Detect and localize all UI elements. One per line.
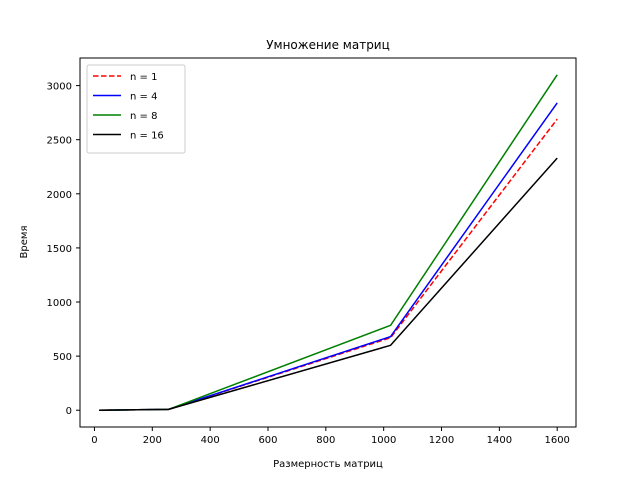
legend-label: n = 16 (130, 131, 164, 142)
y-tick-label: 2000 (47, 190, 72, 201)
legend-frame (86, 64, 186, 154)
x-tick-label: 800 (316, 435, 335, 446)
y-axis-label: Время (19, 226, 30, 259)
chart-title: Умножение матриц (266, 38, 390, 52)
y-tick-label: 1500 (47, 244, 72, 255)
x-axis-label: Размерность матриц (273, 459, 383, 470)
series-line-4 (99, 157, 558, 411)
legend-label: n = 8 (130, 111, 157, 122)
x-tick-label: 200 (143, 435, 162, 446)
x-tick-label: 1400 (487, 435, 512, 446)
y-tick-label: 2500 (47, 136, 72, 147)
ticks-layer: 0 200 400 600 800 1000 1200 1400 1600 0 500 1000 150… (47, 82, 570, 446)
legend-label: n = 1 (130, 72, 157, 83)
y-tick-label: 500 (53, 352, 72, 363)
x-tick-label: 600 (258, 435, 277, 446)
y-tick-label: 0 (66, 406, 72, 417)
x-tick-label: 1200 (429, 435, 454, 446)
x-tick-label: 1000 (371, 435, 396, 446)
plot-frame (79, 57, 577, 428)
legend: n = 1 n = 4 n = 8 n = 16 (86, 64, 186, 154)
x-tick-label: 400 (201, 435, 220, 446)
y-tick-label: 1000 (47, 298, 72, 309)
x-tick-label: 1600 (544, 435, 569, 446)
series-layer (99, 74, 558, 411)
x-tick-label: 0 (91, 435, 97, 446)
legend-label: n = 4 (130, 92, 157, 103)
y-tick-label: 3000 (47, 82, 72, 93)
